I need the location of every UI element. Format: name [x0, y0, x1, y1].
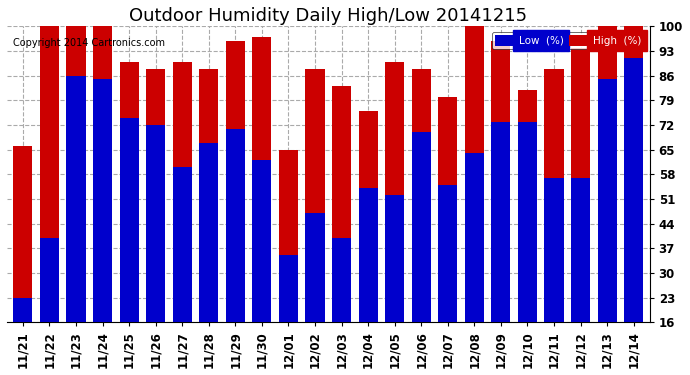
Bar — [385, 62, 404, 375]
Bar — [13, 146, 32, 375]
Bar — [119, 62, 139, 375]
Bar — [119, 118, 139, 375]
Title: Outdoor Humidity Daily High/Low 20141215: Outdoor Humidity Daily High/Low 20141215 — [129, 7, 527, 25]
Bar — [253, 37, 271, 375]
Bar — [544, 178, 564, 375]
Bar — [253, 160, 271, 375]
Bar — [146, 69, 165, 375]
Bar — [332, 238, 351, 375]
Bar — [359, 188, 377, 375]
Bar — [465, 153, 484, 375]
Bar — [385, 195, 404, 375]
Text: Copyright 2014 Cartronics.com: Copyright 2014 Cartronics.com — [13, 38, 166, 48]
Bar — [93, 27, 112, 375]
Bar — [518, 122, 537, 375]
Bar — [598, 27, 617, 375]
Bar — [332, 86, 351, 375]
Bar — [491, 40, 511, 375]
Bar — [226, 129, 245, 375]
Bar — [518, 90, 537, 375]
Bar — [359, 111, 377, 375]
Bar — [199, 142, 218, 375]
Bar — [465, 27, 484, 375]
Bar — [306, 69, 324, 375]
Bar — [40, 27, 59, 375]
Legend: Low  (%), High  (%): Low (%), High (%) — [492, 32, 644, 49]
Bar — [544, 69, 564, 375]
Bar — [624, 58, 643, 375]
Bar — [279, 150, 298, 375]
Bar — [146, 125, 165, 375]
Bar — [66, 27, 86, 375]
Bar — [199, 69, 218, 375]
Bar — [412, 69, 431, 375]
Bar — [279, 255, 298, 375]
Bar — [172, 167, 192, 375]
Bar — [93, 79, 112, 375]
Bar — [306, 213, 324, 375]
Bar — [13, 297, 32, 375]
Bar — [438, 97, 457, 375]
Bar — [624, 27, 643, 375]
Bar — [438, 185, 457, 375]
Bar — [40, 238, 59, 375]
Bar — [226, 40, 245, 375]
Bar — [491, 122, 511, 375]
Bar — [172, 62, 192, 375]
Bar — [66, 76, 86, 375]
Bar — [598, 79, 617, 375]
Bar — [571, 178, 590, 375]
Bar — [571, 48, 590, 375]
Bar — [412, 132, 431, 375]
